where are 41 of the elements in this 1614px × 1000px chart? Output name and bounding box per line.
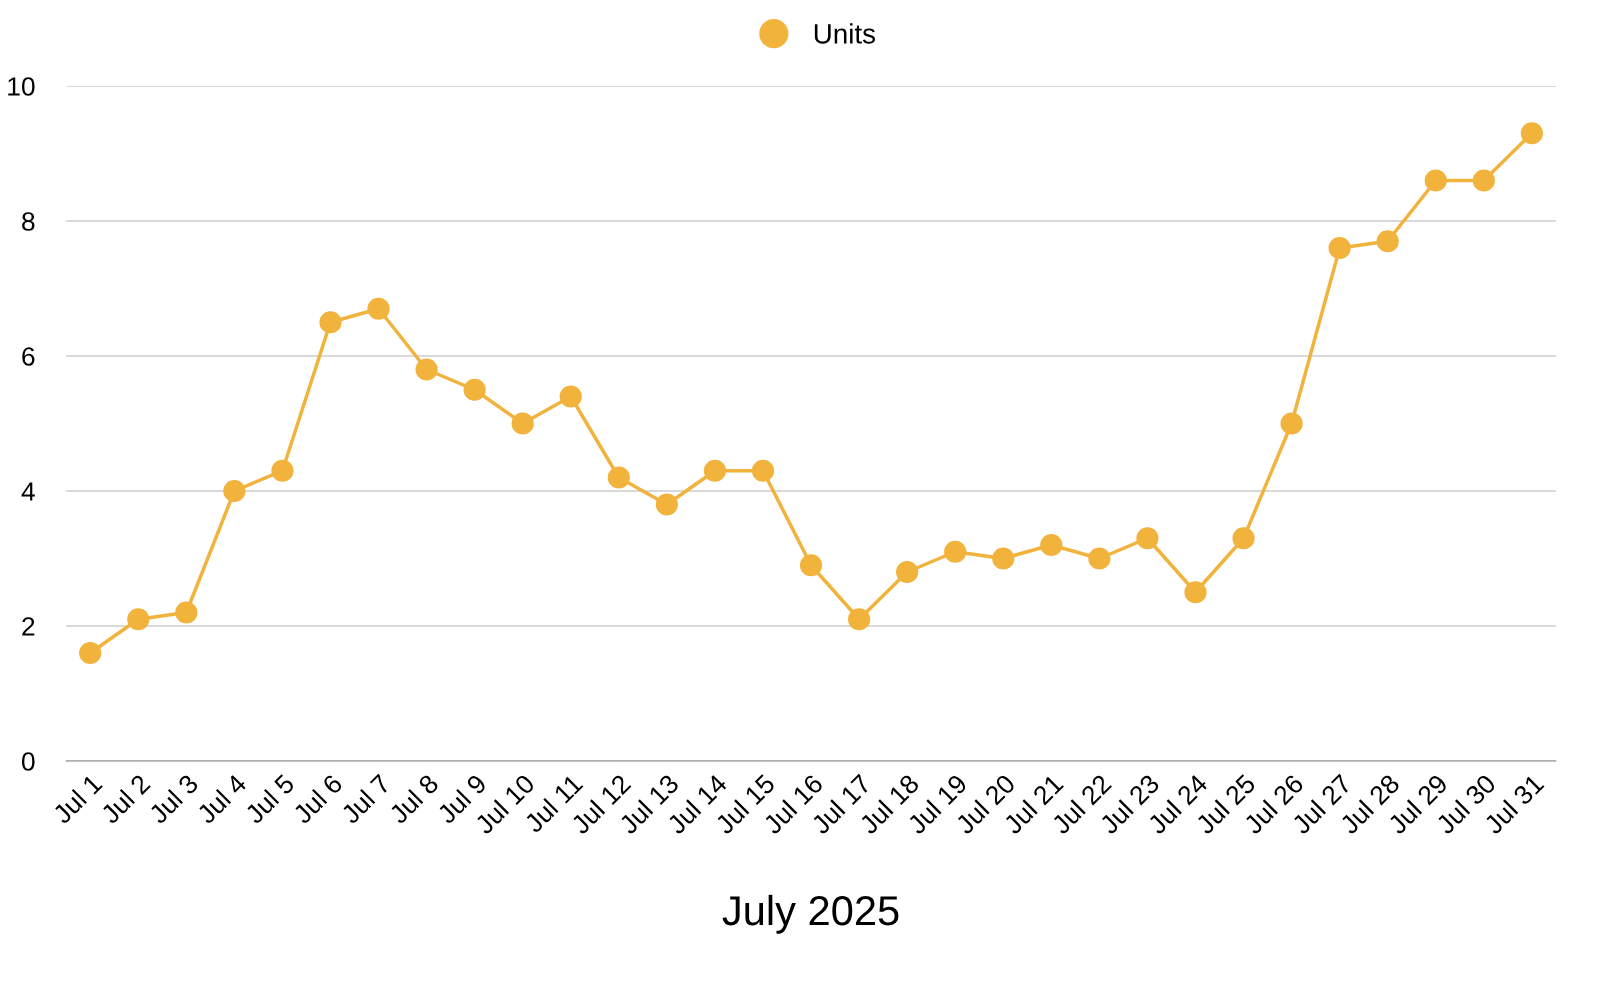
point <box>367 297 390 320</box>
point <box>559 385 582 408</box>
x-tick-label: Jul 1 <box>51 773 103 825</box>
point <box>271 459 294 482</box>
point <box>175 601 198 624</box>
point <box>511 412 534 435</box>
y-tick-label: 2 <box>22 617 35 636</box>
point <box>319 311 342 334</box>
point <box>1520 122 1543 145</box>
point <box>703 459 727 482</box>
point <box>847 608 871 631</box>
point <box>799 554 823 577</box>
y-tick-label: 6 <box>22 347 35 366</box>
point <box>223 479 246 503</box>
point <box>1376 230 1399 253</box>
point <box>1424 169 1447 192</box>
point <box>751 459 775 482</box>
point <box>127 608 150 631</box>
point <box>896 560 919 584</box>
point <box>1232 527 1255 550</box>
x-tick-label: Jul 8 <box>387 772 440 825</box>
point <box>944 540 967 563</box>
point <box>1040 533 1063 557</box>
point <box>1328 236 1351 260</box>
point <box>1472 169 1495 192</box>
point <box>607 466 630 489</box>
point <box>1184 581 1207 604</box>
point <box>415 358 438 381</box>
point <box>1088 547 1111 570</box>
y-tick-label: 8 <box>22 212 35 231</box>
y-tick-label: 4 <box>21 482 35 501</box>
point <box>655 493 678 516</box>
point <box>1136 527 1159 550</box>
y-tick-label: 0 <box>21 752 35 771</box>
point <box>79 641 102 665</box>
point <box>463 378 486 401</box>
point <box>1280 412 1303 435</box>
x-axis-title: July 2025 <box>722 894 899 934</box>
y-tick-label: 10 <box>8 77 35 96</box>
legend-label: Units <box>814 23 876 44</box>
point <box>992 547 1015 570</box>
